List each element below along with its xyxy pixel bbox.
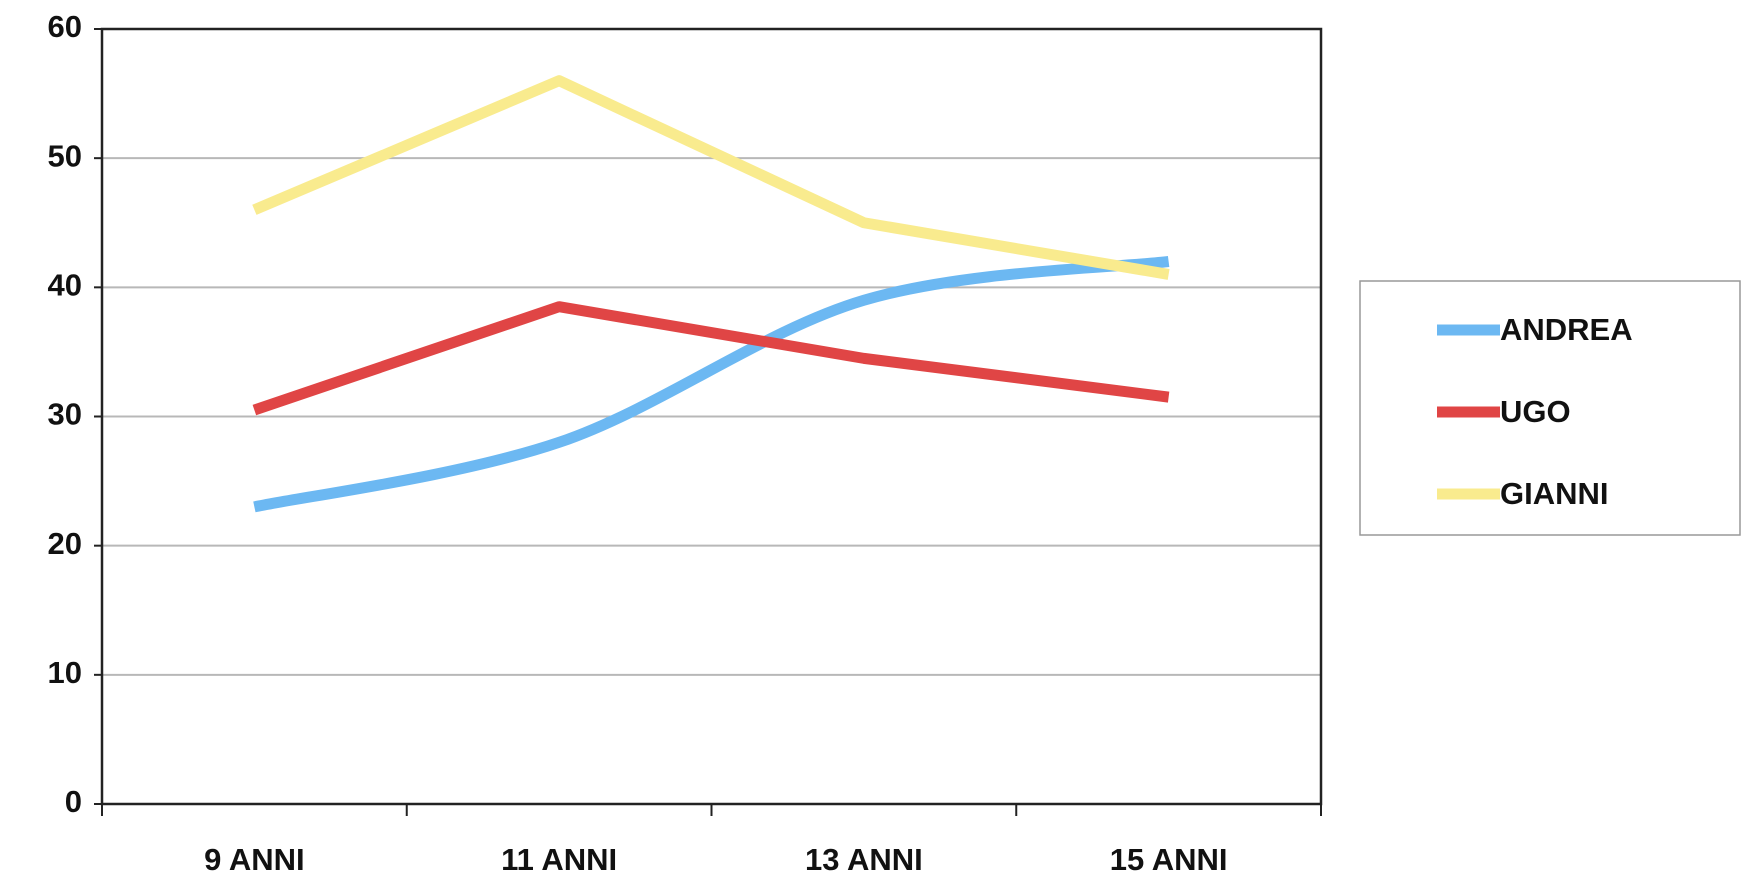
legend-label: GIANNI <box>1500 476 1609 511</box>
x-tick-label: 15 ANNI <box>1110 842 1228 877</box>
y-tick-label: 40 <box>48 268 82 303</box>
x-tick-label: 9 ANNI <box>204 842 304 877</box>
series-line <box>252 301 1170 416</box>
y-tick-label: 20 <box>48 526 82 561</box>
series-line <box>252 75 1170 280</box>
legend-label: UGO <box>1500 394 1571 429</box>
y-tick-label: 30 <box>48 397 82 432</box>
x-tick-label: 13 ANNI <box>805 842 923 877</box>
series-line <box>253 256 1170 513</box>
y-tick-label: 60 <box>48 9 82 44</box>
y-tick-label: 50 <box>48 138 82 173</box>
x-tick-label: 11 ANNI <box>501 842 617 877</box>
legend-label: ANDREA <box>1500 312 1633 347</box>
y-tick-label: 10 <box>48 655 82 690</box>
y-tick-label: 0 <box>65 784 82 819</box>
legend-box <box>1359 280 1741 536</box>
